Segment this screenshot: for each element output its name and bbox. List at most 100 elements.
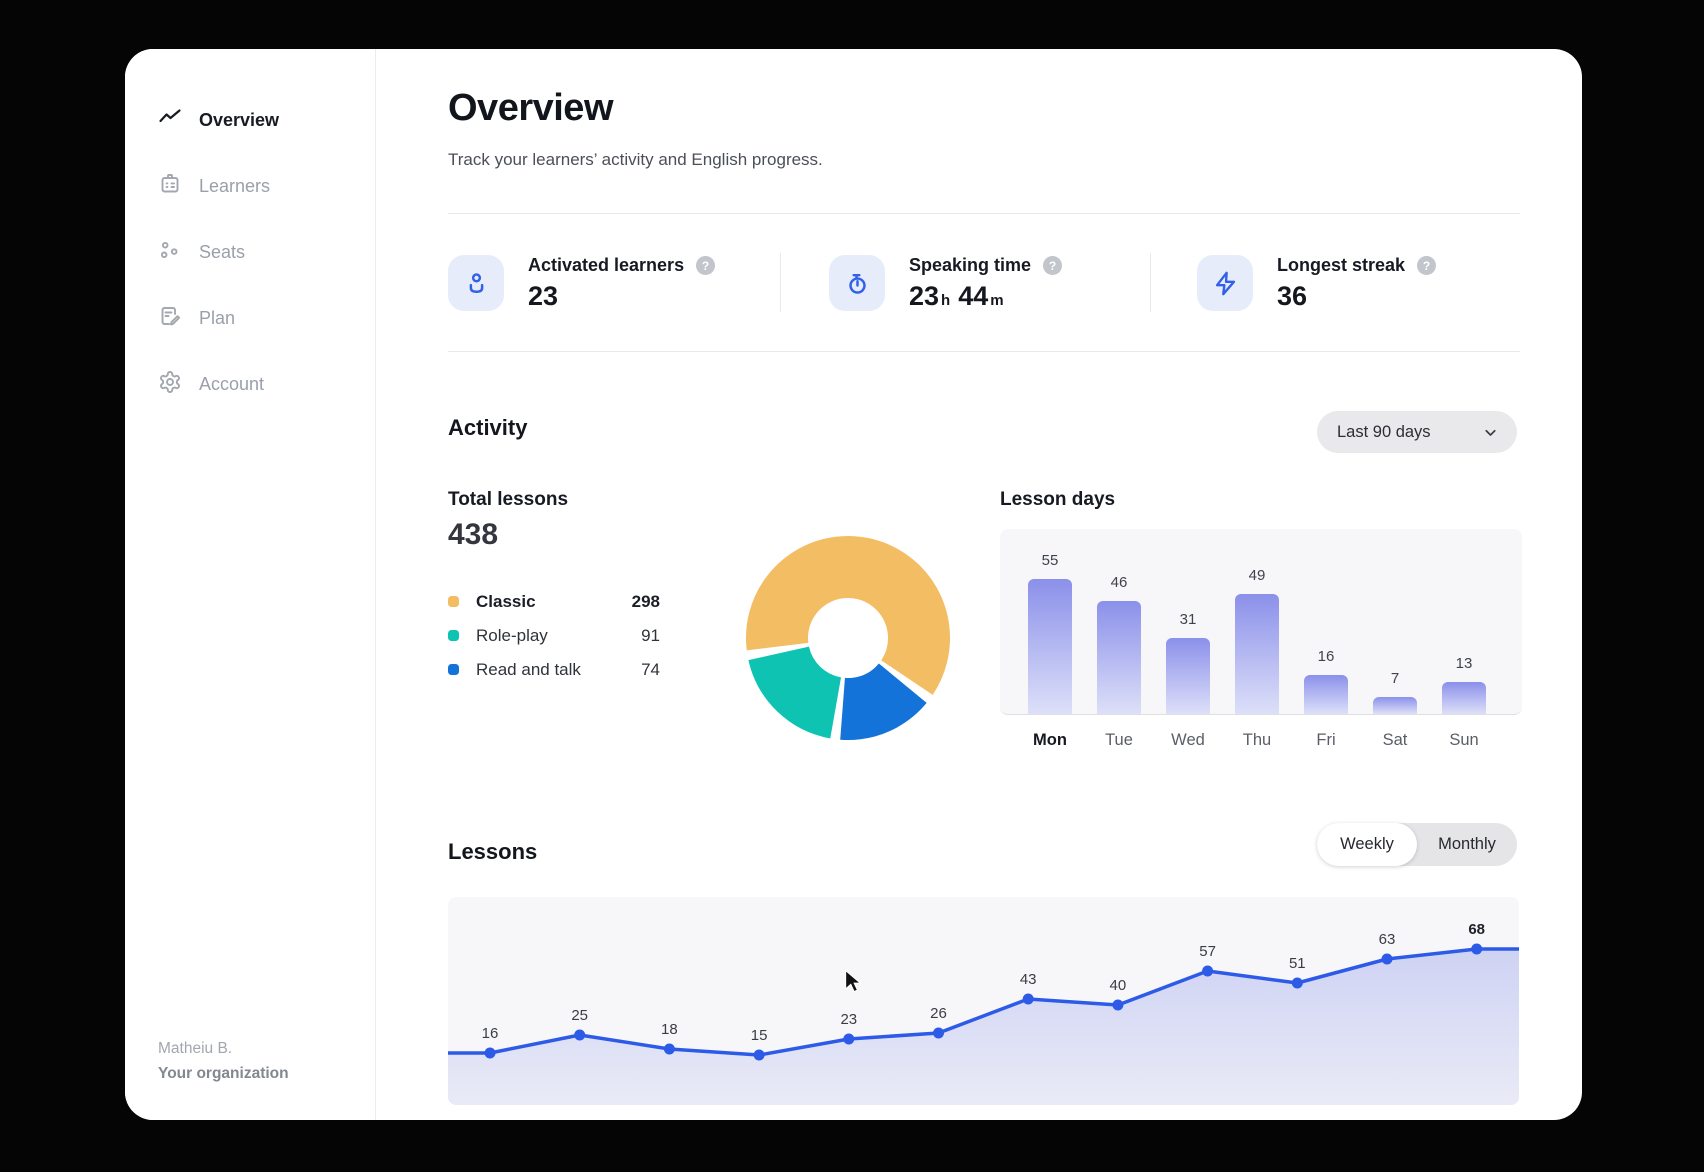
bar <box>1304 675 1348 714</box>
bar <box>1373 697 1417 714</box>
sidebar-item-label: Overview <box>199 109 280 130</box>
lesson-days-heading: Lesson days <box>1000 489 1116 510</box>
divider <box>448 213 1520 214</box>
help-icon[interactable]: ? <box>696 256 716 275</box>
legend-row: Role-play 91 <box>448 625 660 646</box>
day-label: Mon <box>1033 731 1067 749</box>
donut-segment <box>746 536 950 740</box>
legend-swatch-read-and-talk <box>448 664 459 675</box>
bar <box>1097 601 1141 714</box>
seats-icon <box>158 238 182 267</box>
legend-swatch-classic <box>448 596 459 607</box>
organization-name: Your organization <box>158 1065 289 1082</box>
bar <box>1235 594 1279 714</box>
sidebar-item-plan[interactable]: Plan <box>125 298 375 338</box>
sidebar-item-learners[interactable]: Learners <box>125 166 375 206</box>
help-icon[interactable]: ? <box>1417 256 1437 275</box>
activity-heading: Activity <box>448 415 528 440</box>
data-point <box>1291 977 1303 989</box>
point-value-label: 51 <box>1289 955 1306 972</box>
legend-row: Classic 298 <box>448 591 660 612</box>
app-window: Overview Learners <box>125 49 1582 1120</box>
toggle-monthly[interactable]: Monthly <box>1438 835 1496 853</box>
point-value-label: 16 <box>482 1025 499 1042</box>
day-label: Tue <box>1105 731 1133 749</box>
data-point <box>1112 999 1124 1011</box>
day-label: Fri <box>1316 731 1336 749</box>
point-value-label: 63 <box>1379 931 1396 948</box>
legend-swatch-role-play <box>448 630 459 641</box>
area-fill <box>448 949 1519 1105</box>
lesson-days-chart: 55 46 31 49 16 7 13 <box>1000 529 1522 715</box>
total-lessons-value: 438 <box>448 518 499 551</box>
day-label: Sun <box>1449 731 1479 749</box>
legend-row: Read and talk 74 <box>448 659 660 680</box>
sidebar-item-label: Seats <box>199 241 246 262</box>
bar <box>1028 579 1072 714</box>
data-point <box>574 1029 586 1041</box>
stat-value: 23 h 44 m <box>909 281 1004 311</box>
data-point <box>1381 953 1393 965</box>
plan-icon <box>158 304 182 333</box>
sidebar-nav: Overview Learners <box>125 100 375 404</box>
total-lessons-heading: Total lessons <box>448 489 569 510</box>
sidebar-footer: Matheiu B. Your organization <box>158 1036 289 1086</box>
stat-activated-learners: Activated learners ? 23 <box>448 253 780 312</box>
user-name: Matheiu B. <box>158 1040 233 1057</box>
sidebar-item-seats[interactable]: Seats <box>125 232 375 272</box>
bar-value-label: 55 <box>1041 552 1059 569</box>
bar-value-label: 16 <box>1317 648 1335 665</box>
bar-value-label: 49 <box>1248 567 1266 584</box>
stat-label: Longest streak <box>1277 255 1406 275</box>
line-series <box>448 947 1519 1057</box>
point-value-label: 26 <box>930 1005 947 1022</box>
stat-longest-streak: Longest streak ? 36 <box>1150 253 1437 312</box>
trend-icon <box>158 106 182 135</box>
day-label: Sat <box>1382 731 1408 749</box>
point-value-label: 68 <box>1468 921 1485 938</box>
data-point <box>484 1047 496 1059</box>
donut-legend: Classic 298 Role-play 91 Read and talk 7… <box>448 591 660 680</box>
stopwatch-icon <box>829 255 885 311</box>
date-range-select[interactable]: Last 90 days <box>1317 411 1517 453</box>
toggle-weekly[interactable]: Weekly <box>1317 823 1417 866</box>
gear-icon <box>158 370 182 399</box>
main-content: Overview Track your learners’ activity a… <box>375 49 1582 1120</box>
donut-segment <box>746 536 950 740</box>
sidebar-item-account[interactable]: Account <box>125 364 375 404</box>
stat-value: 36 <box>1277 281 1308 311</box>
bar <box>1442 682 1486 714</box>
stat-label: Speaking time <box>909 255 1032 275</box>
bar-value-label: 31 <box>1179 611 1197 628</box>
bar-value-label: 7 <box>1390 670 1400 687</box>
sidebar-item-label: Plan <box>199 307 236 328</box>
day-label: Wed <box>1171 731 1205 749</box>
bar-value-label: 46 <box>1110 574 1128 591</box>
sidebar-item-label: Learners <box>199 175 271 196</box>
data-point <box>933 1027 944 1039</box>
lessons-donut-chart <box>743 533 953 743</box>
lesson-days-axis: Mon Tue Wed Thu Fri Sat Sun <box>1000 731 1522 755</box>
bar-value-label: 13 <box>1455 655 1473 672</box>
point-value-label: 23 <box>840 1011 857 1028</box>
stat-label: Activated learners <box>528 255 685 275</box>
stat-speaking-time: Speaking time ? 23 h 44 m <box>780 253 1150 312</box>
lessons-heading: Lessons <box>448 839 538 864</box>
point-value-label: 57 <box>1199 943 1216 960</box>
data-point <box>1471 943 1483 955</box>
divider <box>448 351 1520 352</box>
point-value-label: 18 <box>661 1021 678 1038</box>
sidebar-item-overview[interactable]: Overview <box>125 100 375 140</box>
sidebar-item-label: Account <box>199 373 265 394</box>
day-label: Thu <box>1242 731 1272 749</box>
bolt-icon <box>1197 255 1253 311</box>
page-title: Overview <box>448 87 614 129</box>
sidebar: Overview Learners <box>125 49 376 1120</box>
bar <box>1166 638 1210 714</box>
data-point <box>753 1049 765 1061</box>
date-range-value: Last 90 days <box>1337 422 1431 441</box>
data-point <box>843 1033 855 1045</box>
badge-icon <box>158 172 182 201</box>
data-point <box>1202 965 1214 977</box>
help-icon[interactable]: ? <box>1043 256 1063 275</box>
